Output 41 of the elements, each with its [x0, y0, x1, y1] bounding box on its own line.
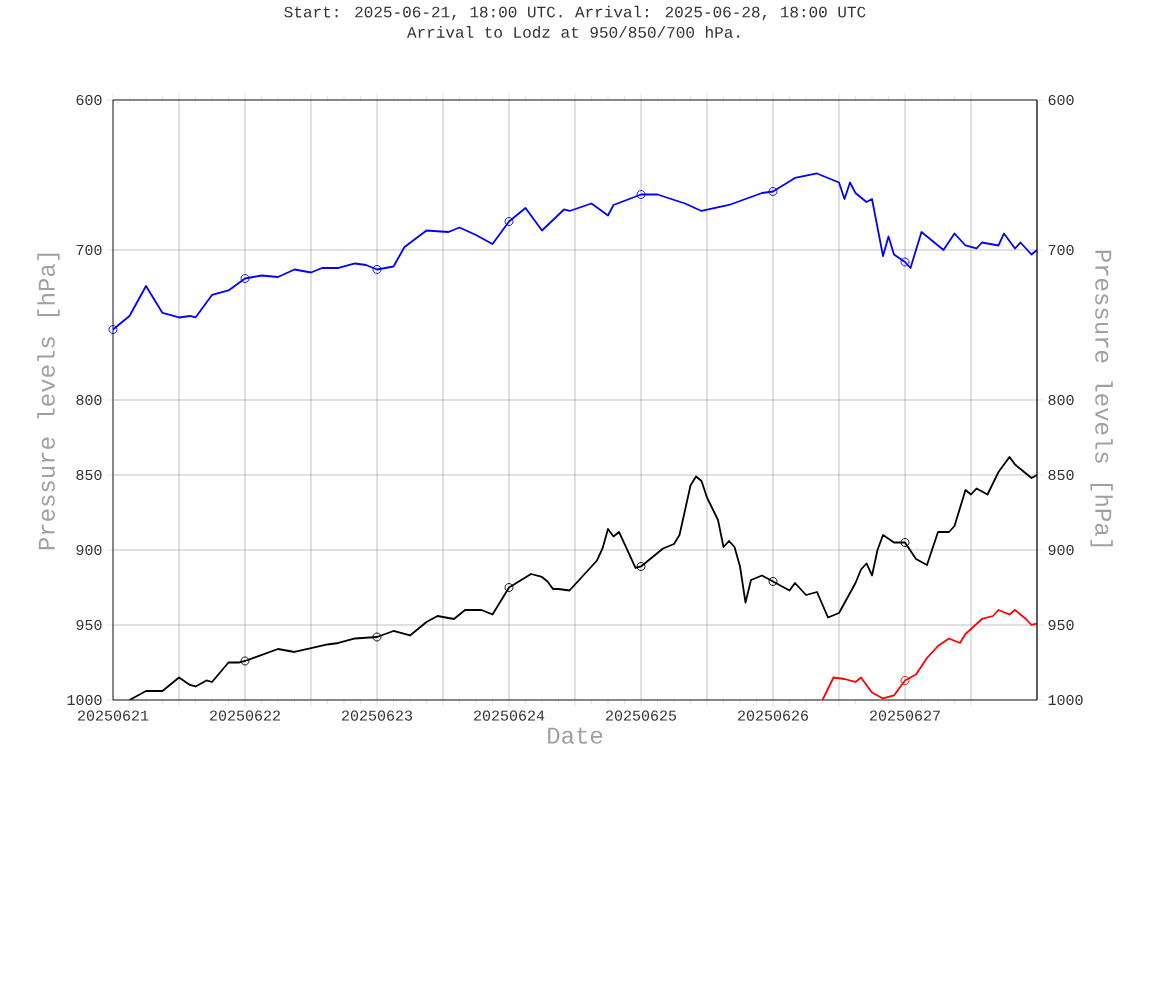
y2-axis-title: Pressure levels [hPa]	[1090, 250, 1113, 547]
point	[636, 562, 646, 571]
line-series	[821, 609, 1037, 700]
chart-subtitle: Arrival to Lodz at 950/850/700 hPa.	[406, 26, 740, 38]
x-tick-label: 20250627	[870, 710, 940, 721]
y2-tick-label: 850	[1048, 469, 1074, 481]
y2-tick-label: 700	[1048, 244, 1074, 256]
y-tick-label: 600	[76, 94, 102, 106]
y2-tick-label: 950	[1048, 619, 1074, 631]
x-tick-label: 20250621	[78, 710, 149, 721]
y-tick-label: 900	[76, 544, 102, 556]
x-tick-label: 20250626	[738, 710, 809, 721]
point	[372, 265, 382, 274]
y-tick-label: 850	[76, 469, 102, 481]
x-tick-label: 20250623	[342, 710, 413, 721]
y-tick-label: 700	[76, 244, 102, 256]
y2-tick-label: 800	[1048, 394, 1074, 406]
x-tick-label: 20250625	[606, 710, 677, 721]
point	[108, 325, 118, 334]
point	[768, 187, 778, 196]
y2-tick-label: 900	[1048, 544, 1074, 556]
point	[768, 577, 778, 586]
y-tick-label: 800	[76, 394, 102, 406]
x-axis-title: Date	[548, 727, 603, 744]
point	[636, 190, 646, 199]
point	[372, 632, 382, 642]
y2-tick-label: 1000	[1048, 694, 1083, 706]
point	[240, 274, 250, 283]
point	[504, 217, 514, 226]
x-tick-label: 20250622	[210, 710, 280, 721]
point	[900, 538, 910, 547]
chart-title: Start: 2025-06-21, 18:00 UTC. Arrival: 2025-06-28, 18:00 UTC	[284, 5, 866, 21]
point	[504, 583, 514, 592]
x-tick-label: 20250624	[474, 710, 545, 721]
y2-tick-label: 600	[1048, 94, 1074, 106]
y-tick-label: 950	[76, 619, 102, 631]
y-tick-label: 1000	[67, 694, 102, 706]
y-axis-title: Pressure levels [hPa]	[37, 253, 60, 550]
point	[900, 257, 910, 267]
point	[240, 656, 250, 666]
point	[900, 676, 910, 685]
